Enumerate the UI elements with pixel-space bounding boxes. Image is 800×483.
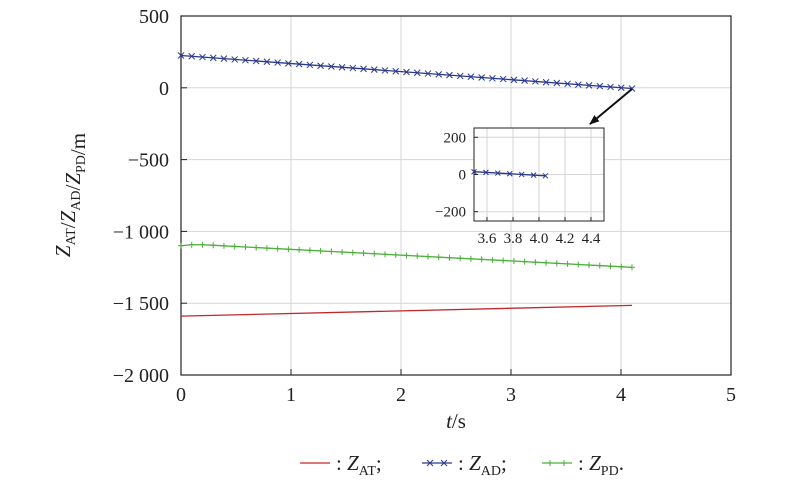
inset-x-tick-label: 4.2 xyxy=(556,231,575,247)
series-markers xyxy=(178,241,635,271)
series-markers xyxy=(177,52,636,92)
legend-entry: : ZAT; xyxy=(300,451,382,479)
y-tick-label: −1 000 xyxy=(113,221,169,243)
inset-series-z-ad xyxy=(471,168,549,179)
inset-y-tick-label: 200 xyxy=(444,130,467,146)
inset-y-tick-label: 0 xyxy=(459,168,467,184)
axis-ticks: 0 1 2 3 4 5 500 0 −500 −1 000 −1 500 −2 000 xyxy=(113,6,736,406)
inset-plot: 3.6 3.8 4.0 4.2 4.4 200 0 −200 xyxy=(435,127,605,247)
series-z-ad xyxy=(177,52,636,92)
x-tick-label: 2 xyxy=(396,384,406,406)
inset-x-tick-label: 4.4 xyxy=(582,231,601,247)
y-tick-label: −2 000 xyxy=(113,365,169,387)
inset-x-tick-label: 4.0 xyxy=(530,231,549,247)
legend-label: : ZAT; xyxy=(336,451,382,479)
series-line xyxy=(180,304,633,317)
x-tick-label: 1 xyxy=(286,384,296,406)
y-tick-label: −500 xyxy=(128,150,169,172)
inset-pointer-arrow xyxy=(589,88,633,125)
series-z-pd xyxy=(178,241,635,271)
x-tick-label: 4 xyxy=(616,384,626,406)
legend-entry: : ZPD. xyxy=(542,451,624,479)
grid-lines xyxy=(181,16,731,375)
x-axis-label: t/s xyxy=(446,409,466,433)
x-tick-label: 0 xyxy=(176,384,186,406)
inset-x-tick-label: 3.6 xyxy=(478,231,497,247)
y-tick-label: 0 xyxy=(159,78,169,100)
x-tick-label: 3 xyxy=(506,384,516,406)
x-tick-label: 5 xyxy=(726,384,736,406)
legend-entry: : ZAD; xyxy=(422,451,507,479)
y-tick-label: 500 xyxy=(139,6,169,28)
plot-frame xyxy=(180,15,732,376)
series-z-at xyxy=(180,304,633,317)
inset-x-tick-label: 3.8 xyxy=(504,231,523,247)
legend-label: : ZAD; xyxy=(458,451,507,479)
inset-y-tick-label: −200 xyxy=(435,205,466,221)
y-axis-label: ZAT/ZAD/ZPD/m xyxy=(51,133,90,257)
legend: : ZAT; : ZAD; : ZPD. xyxy=(300,451,624,479)
legend-label: : ZPD. xyxy=(578,451,624,479)
series-layer xyxy=(177,52,636,317)
y-tick-label: −1 500 xyxy=(113,293,169,315)
